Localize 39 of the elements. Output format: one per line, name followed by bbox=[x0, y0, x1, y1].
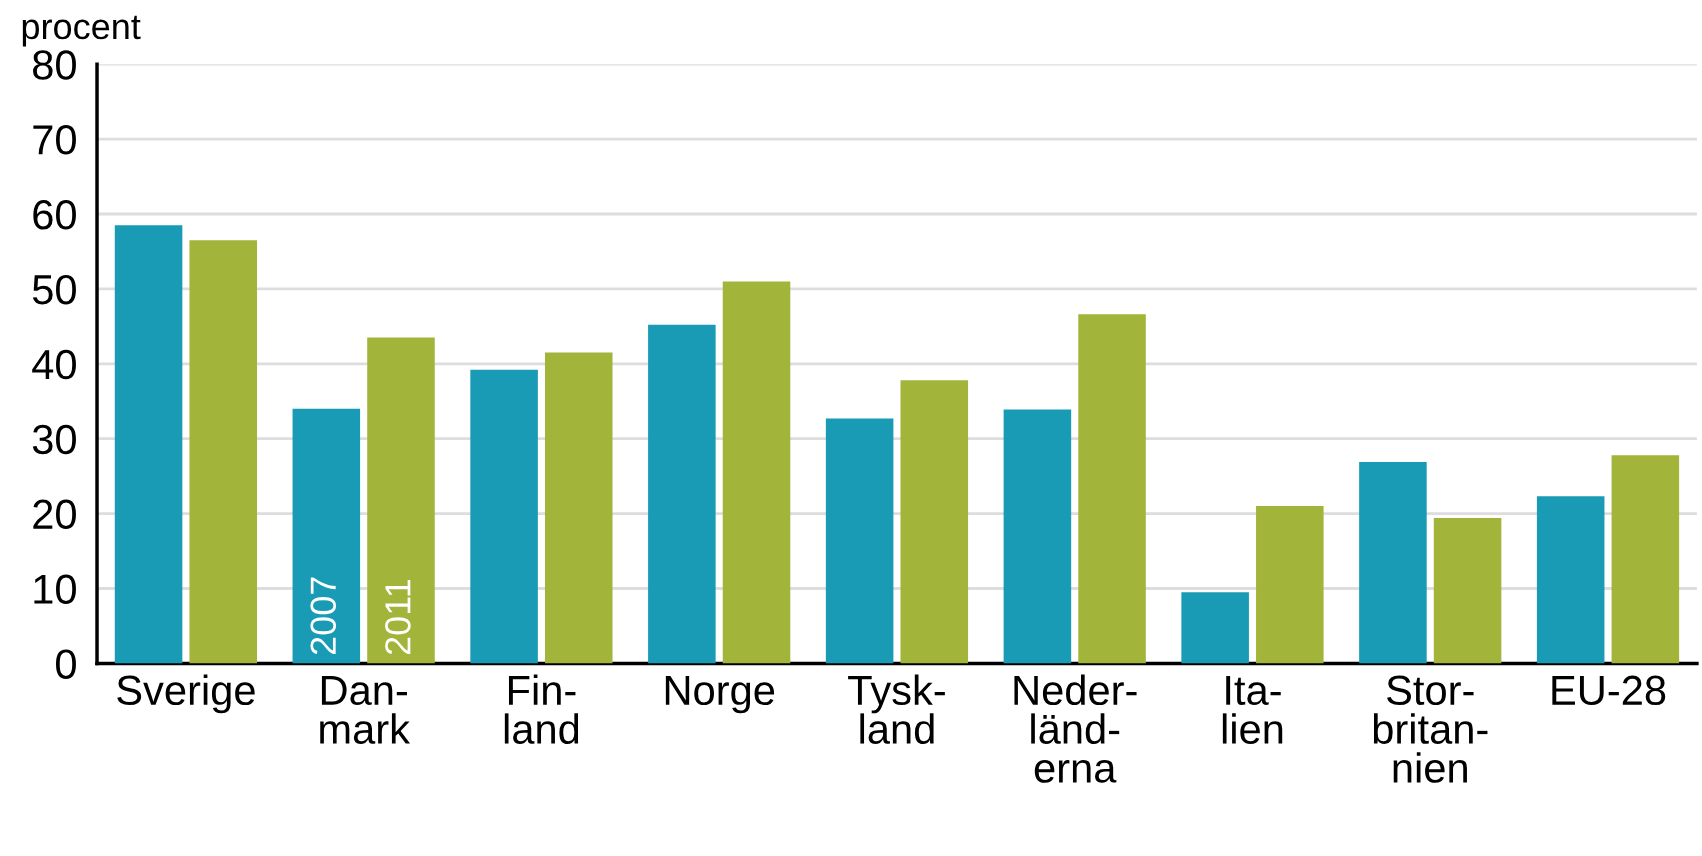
annotation: 2011 bbox=[385, 580, 411, 655]
x-tick-label: Tysk- land bbox=[848, 674, 945, 744]
y-tick-label: 0 bbox=[56, 649, 76, 679]
bar bbox=[1359, 461, 1427, 664]
x-tick-label: Ita- lien bbox=[1222, 676, 1283, 744]
x-tick-label: Norge bbox=[665, 676, 775, 714]
y-axis-title: procent bbox=[22, 15, 141, 47]
bar bbox=[1611, 455, 1680, 664]
x-tick-label: Fin- land bbox=[504, 674, 579, 744]
y-tick-label: 30 bbox=[32, 424, 76, 455]
bar bbox=[1256, 506, 1324, 664]
y-tick-label: 70 bbox=[33, 125, 76, 155]
y-tick-label: 80 bbox=[33, 50, 76, 80]
bar bbox=[1536, 496, 1605, 664]
x-tick-label: EU-28 bbox=[1552, 675, 1666, 706]
bar bbox=[1433, 518, 1502, 664]
bar bbox=[900, 380, 969, 664]
x-tick-label: Dan- mark bbox=[320, 676, 411, 744]
bar bbox=[114, 225, 183, 664]
bar bbox=[825, 418, 894, 664]
y-tick-label: 50 bbox=[32, 274, 76, 305]
bar bbox=[722, 281, 791, 664]
bar bbox=[648, 324, 716, 664]
bar bbox=[470, 369, 538, 664]
annotation: 2007 bbox=[310, 577, 337, 655]
bar bbox=[189, 240, 257, 664]
bar bbox=[1003, 409, 1072, 664]
y-tick-label: 60 bbox=[33, 200, 76, 230]
x-tick-label: Sverige bbox=[117, 674, 255, 714]
y-tick-label: 20 bbox=[33, 499, 76, 530]
bar bbox=[292, 408, 361, 664]
x-tick-label: Stor- britan- nien bbox=[1373, 675, 1488, 783]
bar bbox=[1078, 314, 1146, 664]
bar bbox=[1181, 592, 1249, 664]
y-tick-label: 40 bbox=[32, 349, 76, 380]
bar bbox=[544, 352, 613, 664]
x-tick-label: Neder- länd- erna bbox=[1014, 674, 1137, 783]
bar bbox=[367, 337, 435, 664]
y-tick-label: 10 bbox=[34, 574, 76, 605]
